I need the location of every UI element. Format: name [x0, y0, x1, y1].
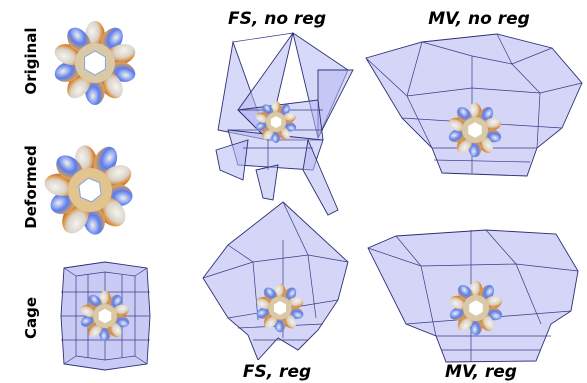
column-label-mv-reg: MV, reg [445, 362, 517, 382]
mv-reg-cage [367, 229, 579, 363]
column-label-fs-no-reg: FS, no reg [227, 9, 326, 29]
column-label-fs-reg: FS, reg [242, 362, 312, 382]
mv-no-reg-cage [365, 33, 583, 177]
fs-no-reg-panel [198, 30, 358, 220]
original-flower-image [54, 21, 136, 105]
mv-no-reg-panel [362, 28, 584, 188]
row-label-cage: Cage [22, 296, 40, 340]
deformed-flower-panel [40, 140, 140, 240]
column-label-mv-no-reg: MV, no reg [428, 9, 530, 29]
cage-mesh [60, 261, 151, 371]
row-label-deformed: Deformed [22, 145, 40, 229]
row-label-original: Original [22, 27, 40, 95]
fs-no-reg-cage [215, 31, 354, 216]
deformed-flower-image [44, 145, 133, 235]
original-flower-panel [50, 18, 140, 108]
fs-reg-panel [198, 200, 358, 360]
mv-reg-panel [366, 226, 581, 366]
fs-reg-cage [202, 201, 349, 360]
cage-panel [58, 260, 153, 372]
